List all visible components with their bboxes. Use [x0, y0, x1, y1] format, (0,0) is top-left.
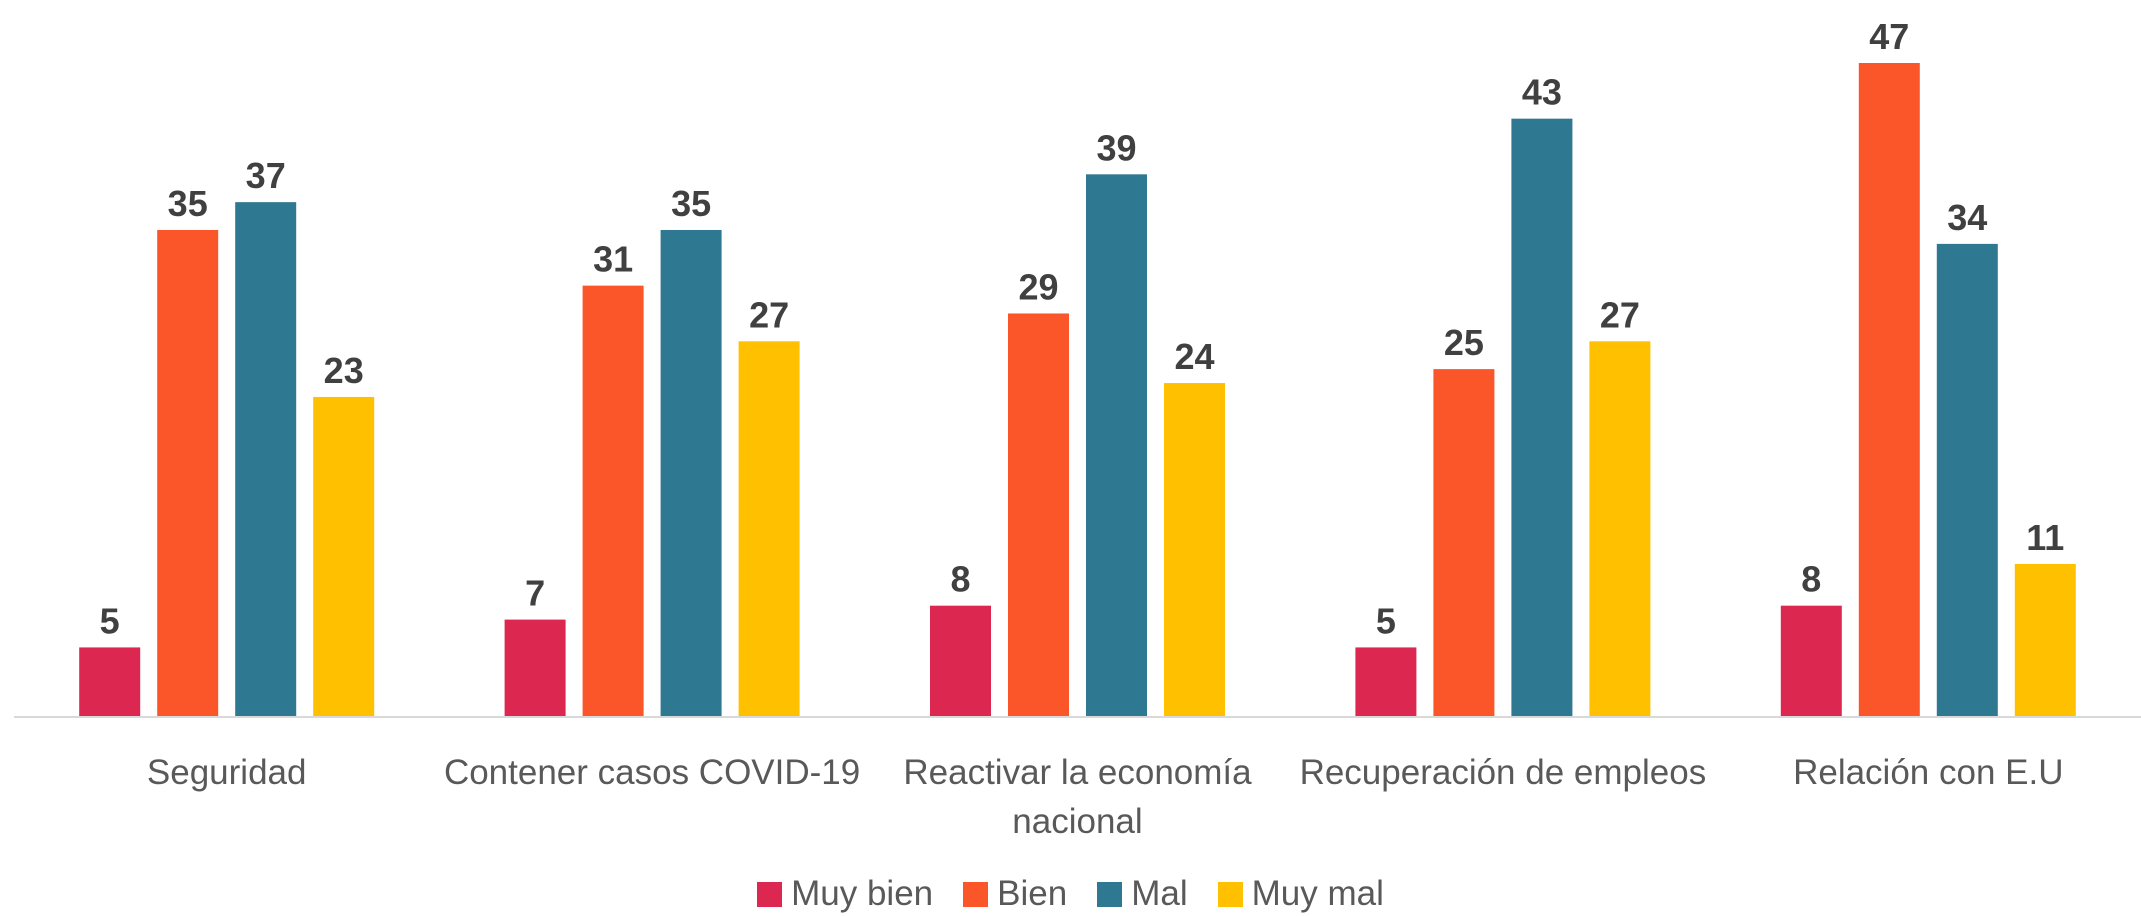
data-label: 23: [324, 350, 364, 391]
bar: [79, 647, 141, 717]
data-label: 35: [168, 183, 208, 224]
data-label: 24: [1174, 336, 1214, 377]
bar: [2014, 563, 2076, 717]
legend-label: Mal: [1131, 874, 1188, 913]
legend-item: Bien: [963, 872, 1067, 916]
data-label: 11: [2026, 517, 2064, 558]
data-label: 8: [950, 559, 970, 600]
legend-label: Muy mal: [1251, 874, 1384, 913]
bar: [1008, 313, 1069, 717]
legend-item: Mal: [1097, 872, 1188, 916]
data-label: 31: [593, 239, 633, 280]
data-label: 5: [100, 600, 120, 641]
data-label: 8: [1801, 559, 1821, 600]
data-label: 37: [246, 155, 286, 196]
bar: [1780, 605, 1842, 717]
bar: [930, 605, 991, 717]
data-label: 35: [671, 183, 711, 224]
legend-label: Bien: [997, 874, 1068, 913]
data-label: 43: [1522, 72, 1562, 113]
bar: [157, 229, 219, 717]
data-label: 25: [1444, 322, 1484, 363]
legend-label: Muy bien: [791, 874, 934, 913]
legend-swatch: [1097, 881, 1123, 907]
legend-swatch: [963, 881, 989, 907]
data-label: 7: [525, 573, 545, 614]
data-label: 34: [1947, 197, 1987, 238]
bar: [738, 341, 800, 717]
x-tick-label: Recuperación de empleos: [1299, 753, 1707, 792]
bar: [1589, 341, 1651, 717]
legend-item: Muy bien: [757, 872, 933, 916]
x-tick-label: Reactivar la economía nacional: [903, 753, 1252, 841]
bar: [1164, 383, 1225, 717]
bar: [582, 285, 644, 717]
data-label: 29: [1018, 266, 1058, 307]
data-label: 47: [1869, 16, 1909, 57]
bar: [1936, 243, 1998, 717]
bar: [660, 229, 722, 717]
x-tick-label: Contener casos COVID-19: [443, 753, 861, 792]
legend: Muy bien Bien Mal Muy mal: [0, 872, 2141, 916]
data-label: 39: [1096, 127, 1136, 168]
bar: [235, 202, 297, 718]
x-tick-label: Relación con E.U: [1793, 753, 2064, 792]
data-label: 27: [1600, 294, 1640, 335]
legend-swatch: [1217, 881, 1243, 907]
bar: [1355, 647, 1417, 717]
bar: [504, 619, 566, 717]
legend-item: Muy mal: [1217, 872, 1384, 916]
data-label: 5: [1376, 600, 1396, 641]
bar: [313, 396, 375, 717]
bar: [1511, 118, 1573, 718]
bar: [1858, 63, 1920, 717]
bar: [1433, 369, 1495, 717]
x-tick-label: Seguridad: [146, 753, 307, 792]
legend-swatch: [757, 881, 783, 907]
bar: [1086, 174, 1147, 717]
data-label: 27: [749, 294, 789, 335]
